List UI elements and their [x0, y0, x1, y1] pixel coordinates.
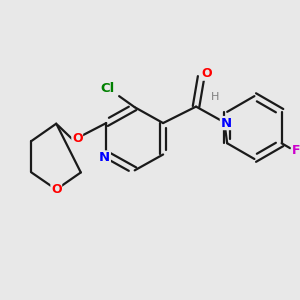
Text: Cl: Cl: [100, 82, 115, 95]
Text: F: F: [291, 143, 300, 157]
Text: O: O: [201, 67, 212, 80]
Text: N: N: [99, 151, 110, 164]
Text: O: O: [72, 132, 83, 145]
Text: N: N: [220, 117, 232, 130]
Text: H: H: [211, 92, 219, 102]
Text: O: O: [51, 183, 62, 196]
